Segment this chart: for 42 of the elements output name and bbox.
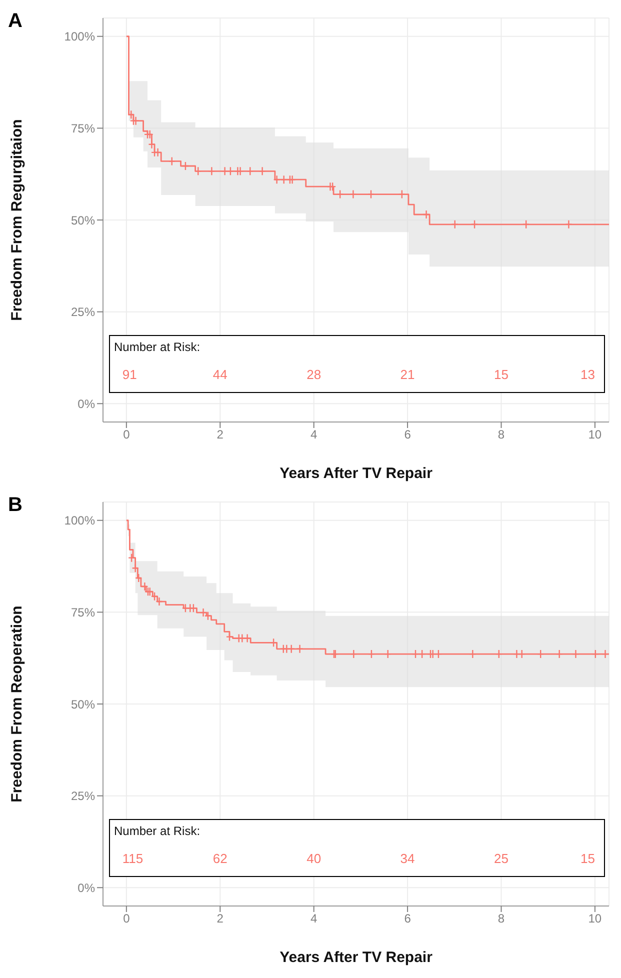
y-tick-label: 75% [70, 605, 96, 620]
annotation: 115 [122, 850, 144, 866]
x-axis-title: Years After TV Repair [280, 949, 433, 966]
x-tick-label: 4 [310, 912, 318, 926]
x-tick-label: 0 [123, 912, 130, 926]
y-tick-label: 100% [64, 30, 96, 44]
annotation: 21 [400, 366, 415, 382]
x-tick-label: 10 [588, 912, 602, 926]
x-tick-label: 6 [404, 428, 412, 442]
y-tick-label: 75% [70, 121, 96, 136]
annotation: Number at Risk: [114, 824, 200, 838]
y-tick-label: 50% [70, 213, 96, 228]
y-axis-title: Freedom From Regurgitaion [8, 119, 26, 321]
annotation: 15 [494, 366, 508, 382]
annotation: 25 [494, 850, 508, 866]
annotation: Number at Risk: [114, 340, 200, 354]
annotation: 91 [122, 366, 137, 382]
y-tick-label: 25% [70, 305, 96, 320]
chart-title: B [8, 494, 22, 517]
y-tick-label: 0% [78, 880, 96, 895]
y-tick-label: 0% [78, 396, 96, 411]
annotation: 62 [212, 850, 228, 866]
x-tick-label: 10 [588, 428, 602, 442]
x-tick-label: 8 [498, 428, 505, 442]
annotation: 44 [212, 366, 228, 382]
y-axis-title: Freedom From Reoperation [8, 606, 26, 802]
annotation: 40 [306, 850, 322, 866]
x-tick-label: 0 [123, 428, 130, 442]
chart-title: A [8, 10, 22, 33]
x-tick-label: 2 [216, 428, 224, 442]
x-tick-label: 2 [216, 912, 224, 926]
annotation: 28 [306, 366, 322, 382]
x-axis-title: Years After TV Repair [280, 465, 433, 482]
x-tick-label: 4 [310, 428, 318, 442]
y-tick-label: 25% [70, 789, 96, 804]
y-tick-label: 50% [70, 697, 96, 712]
annotation: 15 [580, 850, 595, 866]
x-tick-label: 8 [498, 912, 505, 926]
annotation: 13 [580, 366, 595, 382]
annotation: 34 [400, 850, 415, 866]
y-tick-label: 100% [64, 514, 96, 528]
x-tick-label: 6 [404, 912, 412, 926]
